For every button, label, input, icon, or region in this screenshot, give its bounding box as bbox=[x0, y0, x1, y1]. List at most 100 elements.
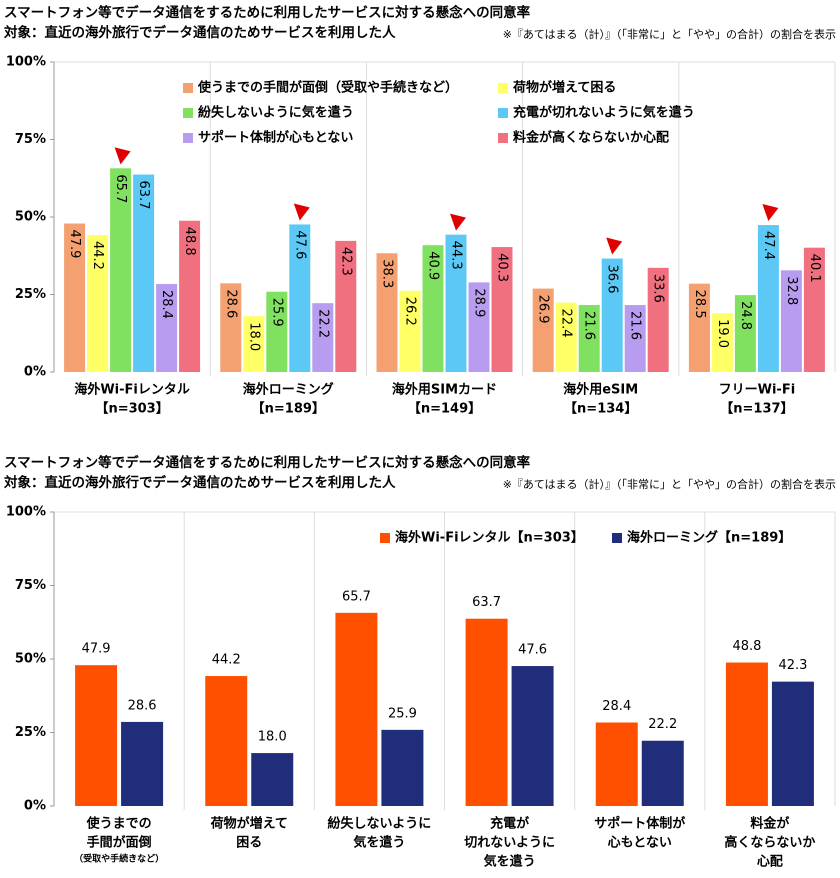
value-label: 40.3 bbox=[495, 253, 510, 282]
legend-label: 紛失しないように気を遣う bbox=[198, 105, 354, 121]
legend-swatch bbox=[498, 108, 508, 118]
chart-note: ※『あてはまる（計）』（「非常に」と「やや」の合計）の割合を表示 bbox=[503, 27, 836, 41]
value-label: 18.0 bbox=[246, 322, 261, 351]
x-tick-label: フリーWi-Fi bbox=[719, 383, 796, 398]
y-tick-label: 25% bbox=[15, 287, 46, 302]
bar bbox=[312, 303, 334, 372]
value-label: 47.9 bbox=[82, 642, 111, 657]
x-tick-label: 使うまでの bbox=[86, 816, 152, 832]
value-label: 42.3 bbox=[778, 658, 807, 673]
bar bbox=[725, 662, 768, 806]
bar bbox=[381, 729, 424, 806]
bar bbox=[803, 247, 825, 372]
chart-title: スマートフォン等でデータ通信をするために利用したサービスに対する懸念への同意率 bbox=[4, 4, 531, 21]
bar bbox=[688, 283, 710, 372]
x-tick-label: 気を遣う bbox=[484, 854, 536, 870]
x-tick-label: 海外ローミング bbox=[243, 382, 334, 398]
value-label: 42.3 bbox=[338, 247, 353, 276]
bar bbox=[121, 721, 164, 806]
x-tick-label: 荷物が増えて bbox=[210, 816, 288, 832]
bar bbox=[110, 168, 132, 372]
x-tick-label: （受取や手続きなど） bbox=[74, 853, 164, 865]
value-label: 65.7 bbox=[113, 174, 128, 203]
value-label: 44.2 bbox=[90, 241, 105, 270]
bar bbox=[75, 665, 118, 806]
value-label: 22.4 bbox=[559, 309, 574, 338]
max-marker bbox=[293, 203, 310, 221]
legend-label: 海外Wi-Fiレンタル【n=303】 bbox=[395, 530, 584, 546]
bar bbox=[179, 220, 201, 372]
value-label: 25.9 bbox=[269, 298, 284, 327]
bar bbox=[445, 234, 467, 372]
max-marker bbox=[606, 237, 623, 255]
y-tick-label: 75% bbox=[15, 132, 46, 147]
legend-swatch bbox=[498, 83, 508, 93]
x-tick-label: サポート体制が bbox=[594, 816, 685, 832]
y-tick-label: 50% bbox=[15, 652, 46, 667]
value-label: 28.4 bbox=[159, 290, 174, 319]
x-tick-label: 困る bbox=[236, 836, 262, 851]
value-label: 19.0 bbox=[715, 319, 730, 348]
value-label: 24.8 bbox=[738, 301, 753, 330]
y-tick-label: 100% bbox=[6, 55, 46, 70]
bar bbox=[555, 302, 577, 372]
bar bbox=[532, 288, 554, 372]
bar bbox=[87, 234, 109, 372]
value-label: 25.9 bbox=[388, 706, 417, 721]
y-tick-label: 25% bbox=[15, 725, 46, 740]
max-marker bbox=[762, 204, 779, 222]
bar bbox=[641, 740, 684, 806]
value-label: 22.2 bbox=[648, 717, 677, 732]
x-tick-label: 海外Wi-Fiレンタル bbox=[74, 382, 190, 398]
value-label: 38.3 bbox=[380, 259, 395, 288]
value-label: 47.6 bbox=[518, 643, 547, 658]
value-label: 47.4 bbox=[761, 231, 776, 260]
chart-subtitle: 対象：直近の海外旅行でデータ通信のためサービスを利用した人 bbox=[3, 474, 396, 491]
bar bbox=[243, 316, 265, 372]
value-label: 28.4 bbox=[602, 699, 631, 714]
value-label: 36.6 bbox=[605, 265, 620, 294]
y-tick-label: 0% bbox=[24, 365, 46, 380]
legend-label: 使うまでの手間が面倒（受取や手続きなど） bbox=[197, 80, 458, 96]
bar bbox=[220, 283, 242, 372]
y-tick-label: 100% bbox=[6, 505, 46, 520]
value-label: 22.2 bbox=[315, 309, 330, 338]
bar bbox=[399, 290, 421, 372]
legend-swatch bbox=[183, 133, 193, 143]
value-label: 21.6 bbox=[628, 311, 643, 340]
bar bbox=[578, 305, 600, 372]
bar bbox=[205, 676, 248, 806]
value-label: 26.9 bbox=[536, 295, 551, 324]
bar bbox=[335, 612, 378, 806]
value-label: 40.9 bbox=[426, 251, 441, 280]
legend-swatch bbox=[498, 133, 508, 143]
bar bbox=[491, 247, 513, 372]
bar bbox=[133, 174, 155, 372]
legend-swatch bbox=[183, 108, 193, 118]
bar bbox=[251, 753, 294, 806]
x-tick-label: 紛失しないように bbox=[328, 816, 432, 832]
legend-label: 料金が高くならないか心配 bbox=[513, 130, 669, 146]
value-label: 65.7 bbox=[342, 589, 371, 604]
x-tick-label: 【n=149】 bbox=[408, 401, 481, 417]
bar bbox=[734, 295, 756, 372]
value-label: 32.8 bbox=[784, 276, 799, 305]
bar bbox=[468, 282, 490, 372]
value-label: 28.6 bbox=[223, 289, 238, 318]
legend-label: 海外ローミング【n=189】 bbox=[627, 530, 791, 546]
value-label: 47.6 bbox=[292, 230, 307, 259]
x-tick-label: 料金が bbox=[750, 816, 789, 832]
max-marker bbox=[114, 147, 131, 165]
x-tick-label: 【n=137】 bbox=[720, 401, 793, 417]
chart-title: スマートフォン等でデータ通信をするために利用したサービスに対する懸念への同意率 bbox=[4, 454, 531, 471]
y-tick-label: 50% bbox=[15, 210, 46, 225]
max-marker bbox=[450, 213, 466, 231]
y-tick-label: 75% bbox=[15, 578, 46, 593]
bar bbox=[771, 681, 814, 806]
bar bbox=[595, 722, 638, 806]
x-tick-label: 海外用eSIM bbox=[563, 382, 638, 398]
value-label: 47.9 bbox=[67, 230, 82, 259]
value-label: 48.8 bbox=[732, 639, 761, 654]
x-tick-label: 海外用SIMカード bbox=[392, 382, 497, 398]
value-label: 63.7 bbox=[472, 595, 501, 610]
